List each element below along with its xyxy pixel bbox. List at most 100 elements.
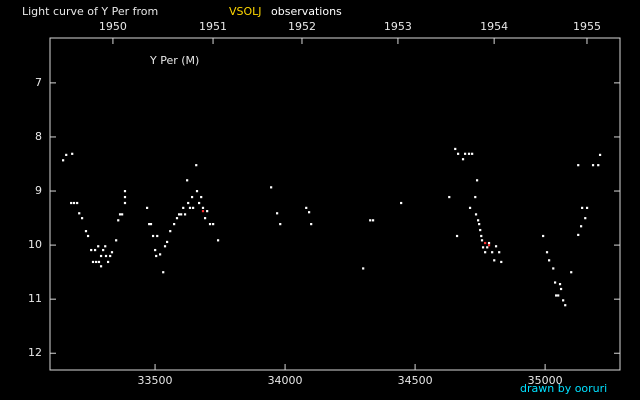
data-point: [548, 259, 551, 262]
data-point: [155, 254, 158, 258]
data-point: [464, 152, 467, 155]
chart-title-highlight: VSOLJ: [229, 5, 262, 18]
data-point: [545, 251, 549, 254]
data-point: [478, 223, 481, 226]
chart-title-suffix: observations: [271, 5, 342, 18]
data-point: [203, 217, 207, 220]
data-point: [195, 190, 199, 193]
data-point: [484, 251, 487, 254]
data-point: [558, 283, 562, 286]
data-point: [581, 206, 584, 209]
data-point: [84, 230, 88, 233]
data-point: [80, 217, 84, 220]
data-point: [570, 271, 573, 274]
data-point: [557, 294, 560, 297]
data-point: [173, 223, 176, 226]
data-point: [467, 152, 471, 155]
data-point: [106, 260, 110, 264]
data-point: [163, 245, 167, 248]
x-tick-label: 34000: [268, 374, 303, 387]
data-point: [166, 240, 169, 244]
data-point: [72, 201, 76, 205]
data-point: [190, 195, 194, 199]
data-point: [195, 164, 198, 167]
top-tick-label: 1954: [480, 20, 508, 33]
data-point: [270, 186, 273, 189]
data-point: [371, 219, 375, 222]
data-point: [188, 206, 192, 209]
data-point: [307, 211, 311, 214]
data-point: [115, 239, 118, 242]
data-point: [494, 245, 498, 248]
chart-title: Light curve of Y Per from: [22, 5, 158, 18]
data-point: [456, 152, 460, 155]
data-point: [123, 195, 127, 199]
data-point: [471, 152, 474, 155]
data-point: [468, 206, 472, 209]
data-point: [97, 245, 100, 248]
data-point: [212, 223, 215, 226]
data-point: [216, 239, 220, 242]
data-point: [597, 164, 600, 167]
y-tick-label: 12: [28, 346, 42, 359]
data-point: [500, 260, 503, 264]
data-point: [400, 201, 403, 205]
data-point: [109, 254, 112, 258]
data-point: [577, 164, 580, 167]
data-point: [493, 259, 496, 262]
data-point: [99, 254, 103, 258]
data-point: [487, 241, 491, 245]
y-axis-label: Y Per (M): [149, 54, 199, 67]
data-point: [117, 219, 120, 222]
data-point: [486, 246, 489, 249]
data-point: [180, 213, 183, 216]
data-point: [564, 304, 567, 307]
data-point: [65, 153, 68, 156]
y-tick-label: 11: [28, 292, 42, 305]
data-point: [123, 201, 127, 205]
data-point: [97, 260, 101, 264]
data-point: [206, 210, 209, 213]
data-point: [201, 210, 205, 213]
data-point: [198, 201, 201, 205]
y-tick-label: 9: [35, 184, 42, 197]
data-point: [121, 213, 124, 216]
top-tick-label: 1951: [199, 20, 227, 33]
data-point: [78, 212, 81, 215]
data-point: [477, 219, 480, 222]
data-point: [104, 245, 107, 248]
data-point: [118, 213, 122, 216]
data-point: [455, 234, 459, 238]
data-point: [305, 206, 308, 209]
data-point: [480, 239, 484, 242]
data-point: [475, 179, 479, 182]
data-point: [162, 271, 165, 274]
data-point: [480, 234, 483, 238]
data-point: [454, 147, 457, 151]
data-point: [186, 179, 189, 182]
data-point: [154, 248, 157, 252]
data-point: [148, 223, 151, 226]
data-point: [149, 223, 153, 226]
data-point: [555, 294, 558, 297]
data-point: [474, 195, 477, 199]
data-point: [584, 217, 587, 220]
data-point: [474, 213, 478, 216]
data-point: [553, 281, 557, 284]
y-tick-label: 10: [28, 238, 42, 251]
data-point: [175, 217, 179, 220]
data-point: [479, 228, 482, 232]
x-tick-label: 35000: [528, 374, 563, 387]
data-point: [487, 244, 491, 247]
top-tick-label: 1950: [99, 20, 127, 33]
data-point: [93, 248, 97, 252]
data-point: [90, 248, 93, 252]
data-point: [102, 248, 105, 252]
data-point: [151, 234, 155, 238]
data-point: [91, 260, 95, 264]
data-point: [71, 152, 74, 155]
data-point: [70, 201, 73, 205]
data-point: [156, 234, 159, 238]
data-point: [62, 159, 65, 162]
